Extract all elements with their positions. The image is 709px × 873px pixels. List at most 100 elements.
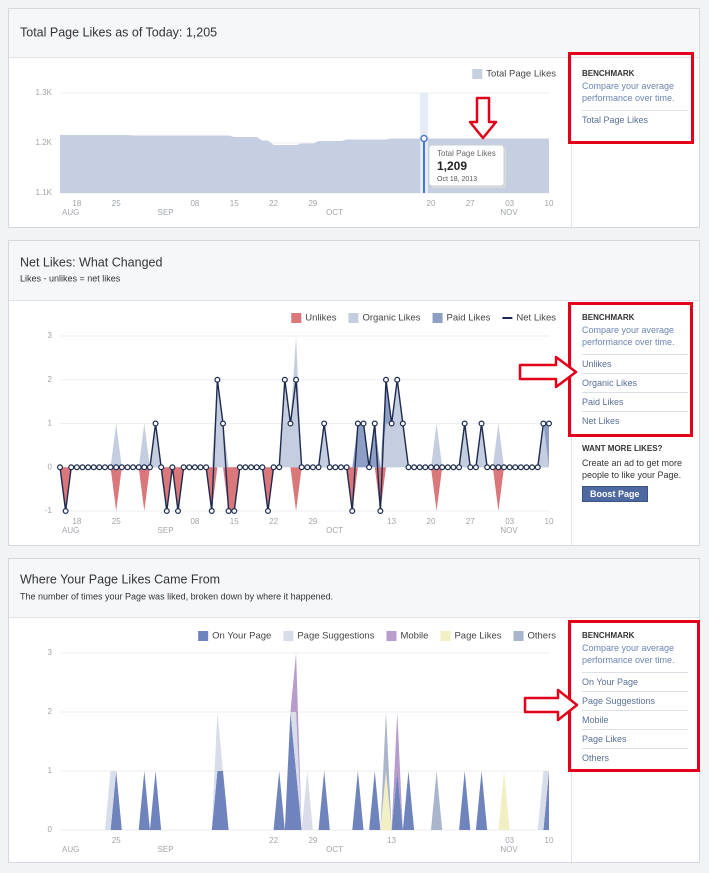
point [56,464,63,471]
point [101,464,108,471]
point [264,508,271,515]
point [529,464,536,471]
x-tick-label: 25 [112,199,121,208]
point [79,464,86,471]
x-tick-label: 22 [269,199,278,208]
point [118,464,125,471]
benchmark-item[interactable]: Organic Likes [582,373,688,392]
point [405,464,412,471]
y-tick-label: 2 [48,707,53,716]
point [253,464,260,471]
legend-swatch [283,631,294,641]
point [96,464,103,471]
benchmark-item[interactable]: Paid Likes [582,392,688,411]
point [208,508,215,515]
point [321,420,328,427]
point [113,464,120,471]
point [366,464,373,471]
point [242,464,249,471]
sidebar: BENCHMARK Compare your average performan… [582,313,688,502]
tooltip [428,144,505,187]
point [501,464,508,471]
point [225,508,232,515]
point [146,464,153,471]
point [444,464,451,471]
x-tick-label: 15 [230,517,239,526]
legend-label: Paid Likes [447,313,491,324]
point [427,464,434,471]
benchmark-item[interactable]: Page Likes [582,729,688,748]
point [450,464,457,471]
panel-header [9,241,699,300]
legend-label: Others [527,631,556,642]
benchmark-item[interactable]: Others [582,748,688,767]
x-tick-label: 29 [308,836,317,845]
point [180,464,187,471]
point [383,376,390,383]
month-label: OCT [326,208,343,217]
point [191,464,198,471]
x-tick-label: 13 [387,517,396,526]
sidebar: BENCHMARK Compare your average performan… [582,631,688,767]
x-tick-label: 10 [545,836,554,845]
point [73,464,80,471]
x-tick-label: 03 [505,199,514,208]
x-tick-label: 15 [230,199,239,208]
x-tick-label: 18 [72,199,81,208]
benchmark-item[interactable]: Unlikes [582,354,688,373]
point [304,464,311,471]
benchmark-item[interactable]: Mobile [582,710,688,729]
hover-point [420,134,428,143]
x-tick-label: 25 [112,836,121,845]
tooltip-date: Oct 18, 2013 [437,176,477,183]
point [433,464,440,471]
y-tick-label: 3 [48,648,53,657]
point [338,464,345,471]
promo-heading: WANT MORE LIKES? [582,444,663,453]
point [439,464,446,471]
point [107,464,114,471]
point [135,464,142,471]
panel-title: Where Your Page Likes Came From [20,572,220,586]
point [220,420,227,427]
benchmark-item[interactable]: Net Likes [582,411,688,430]
panel-header [9,9,699,57]
boost-button[interactable]: Boost Page [582,486,648,502]
point [422,464,429,471]
month-label: OCT [326,845,343,854]
benchmark-item[interactable]: Page Suggestions [582,691,688,710]
point [203,464,210,471]
point [124,464,131,471]
point [248,464,255,471]
point [141,464,148,471]
point [472,464,479,471]
point [62,508,69,515]
month-label: NOV [500,208,518,217]
benchmark-item[interactable]: Total Page Likes [582,110,688,129]
area [60,336,549,468]
point [349,508,356,515]
month-label: AUG [62,526,79,535]
benchmark-item[interactable]: On Your Page [582,672,688,691]
legend-label: Unlikes [305,313,336,324]
point [534,464,541,471]
panel-subtitle: Likes - unlikes = net likes [20,273,121,283]
point [298,464,305,471]
point [214,376,221,383]
legend-swatch [432,313,443,323]
month-label: SEP [158,208,174,217]
point [186,464,193,471]
legend-swatch [440,631,451,641]
point [315,464,322,471]
panel-header [9,559,699,617]
x-tick-label: 03 [505,517,514,526]
y-tick-label: -1 [45,506,53,515]
legend-label: Organic Likes [362,313,420,324]
promo-text: Create an ad to get more people to like … [582,458,683,480]
y-tick-label: 0 [48,825,53,834]
y-tick-label: 0 [48,462,53,471]
point [163,508,170,515]
point [158,464,165,471]
